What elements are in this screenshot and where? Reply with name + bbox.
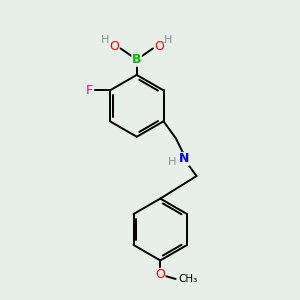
Text: H: H — [101, 34, 110, 45]
Text: O: O — [109, 40, 119, 53]
Text: O: O — [155, 268, 165, 281]
Text: O: O — [154, 40, 164, 53]
Text: B: B — [132, 53, 142, 66]
Text: CH₃: CH₃ — [178, 274, 198, 284]
Text: H: H — [168, 157, 176, 167]
Text: F: F — [86, 84, 93, 97]
Text: N: N — [179, 152, 189, 166]
Text: H: H — [164, 34, 172, 45]
